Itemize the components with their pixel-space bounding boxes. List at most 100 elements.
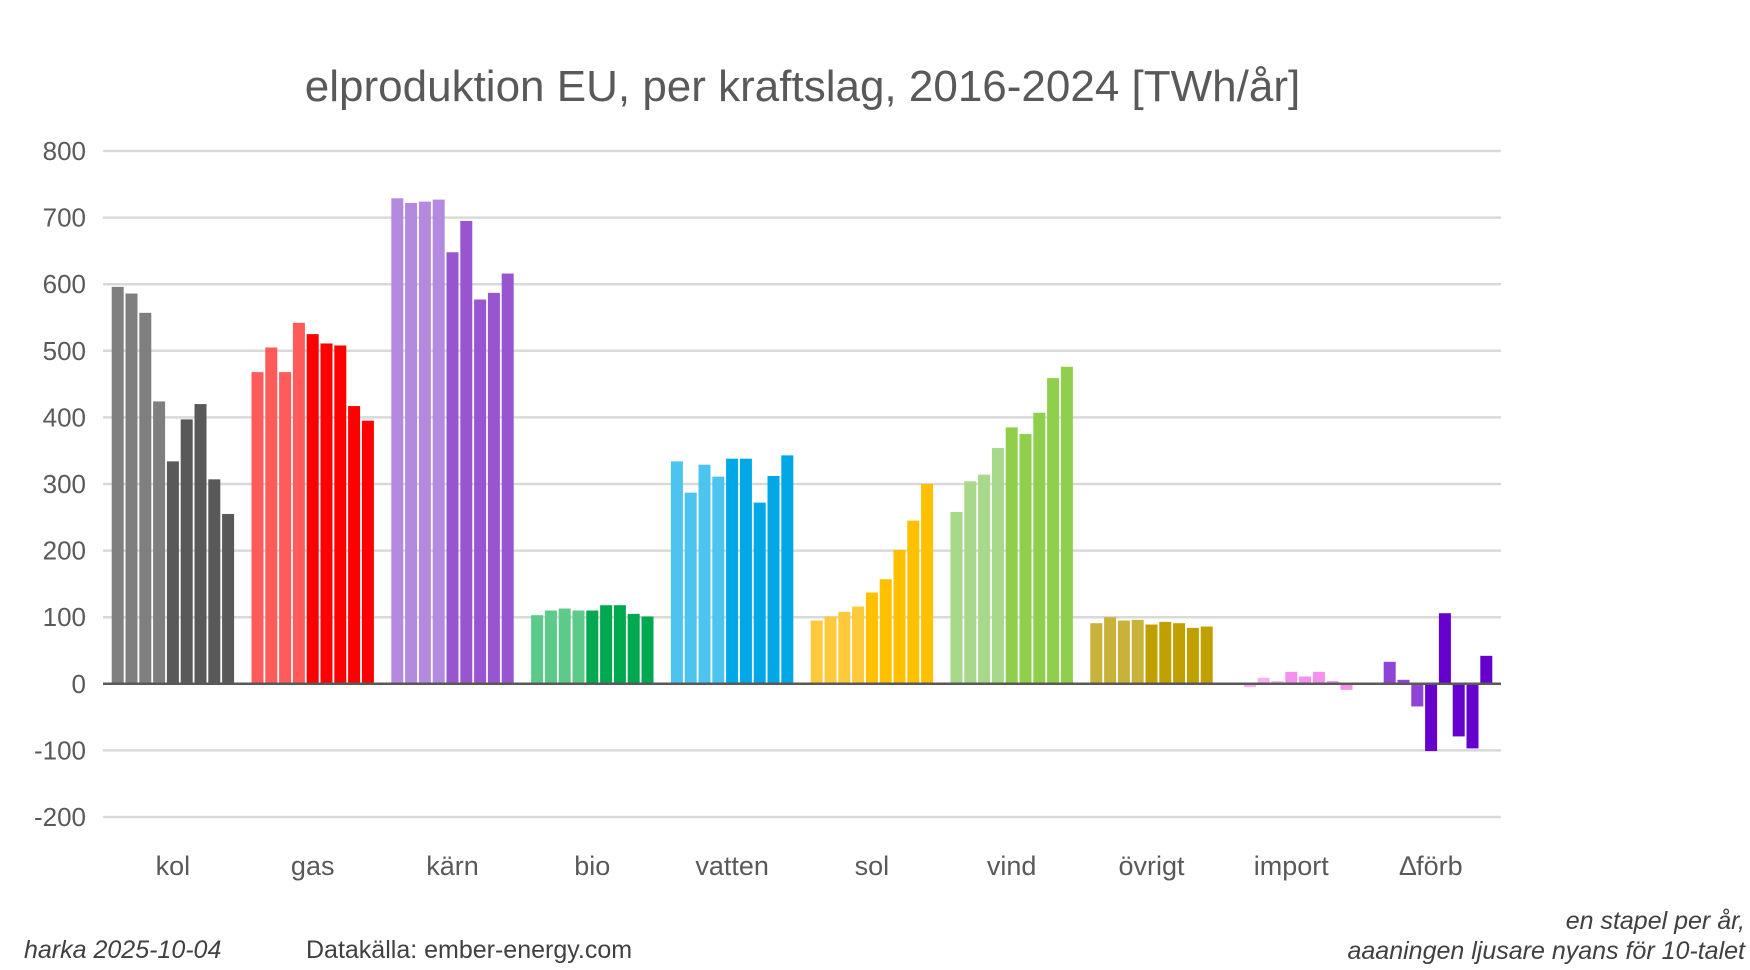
y-tick-label: 200 bbox=[43, 536, 86, 566]
bar-övrigt-2016 bbox=[1090, 623, 1103, 684]
y-tick-label: 300 bbox=[43, 469, 86, 499]
data-source: Datakälla: ember-energy.com bbox=[306, 936, 633, 964]
bar-vind-2018 bbox=[978, 474, 991, 684]
bar-vatten-2023 bbox=[767, 476, 780, 684]
bar-import-2018 bbox=[1257, 677, 1270, 684]
bar-vatten-2022 bbox=[753, 502, 766, 684]
x-category-label: gas bbox=[291, 851, 335, 881]
bar-kol-2017 bbox=[125, 293, 138, 684]
bar-import-2017 bbox=[1243, 683, 1256, 688]
bar-bio-2024 bbox=[641, 616, 654, 684]
bar-sol-2024 bbox=[921, 484, 934, 684]
bar-bio-2022 bbox=[613, 605, 626, 684]
bar-övrigt-2019 bbox=[1131, 619, 1144, 684]
bar-∆förb-2023 bbox=[1466, 683, 1479, 749]
bar-∆förb-2019 bbox=[1411, 683, 1424, 707]
bar-gas-2023 bbox=[348, 406, 361, 684]
bar-kärn-2016 bbox=[391, 198, 404, 684]
bar-vatten-2017 bbox=[684, 492, 697, 684]
y-tick-label: 100 bbox=[43, 602, 86, 632]
bar-∆förb-2021 bbox=[1438, 613, 1451, 684]
y-tick-label: 700 bbox=[43, 203, 86, 233]
x-category-label: övrigt bbox=[1118, 851, 1185, 881]
note-line-1: en stapel per år, bbox=[1565, 907, 1745, 935]
bar-vind-2019 bbox=[991, 448, 1004, 684]
bar-kärn-2024 bbox=[501, 273, 514, 684]
bar-kärn-2021 bbox=[460, 220, 473, 684]
bar-kol-2019 bbox=[153, 401, 166, 684]
bar-import-2023 bbox=[1326, 681, 1339, 684]
x-category-label: kol bbox=[156, 851, 191, 881]
y-tick-label: 0 bbox=[72, 669, 86, 699]
bar-vatten-2018 bbox=[698, 464, 711, 684]
bar-övrigt-2017 bbox=[1104, 617, 1117, 684]
bar-∆förb-2022 bbox=[1452, 683, 1465, 737]
bar-sol-2022 bbox=[893, 549, 906, 684]
bar-vind-2016 bbox=[950, 511, 963, 684]
bar-vind-2017 bbox=[964, 481, 977, 684]
bar-sol-2020 bbox=[865, 592, 878, 684]
bar-vind-2021 bbox=[1019, 434, 1032, 684]
bar-bio-2019 bbox=[572, 610, 585, 684]
bar-vatten-2020 bbox=[726, 458, 739, 684]
bar-gas-2016 bbox=[251, 372, 264, 684]
bar-sol-2018 bbox=[838, 611, 851, 684]
x-category-label: bio bbox=[574, 851, 610, 881]
bar-gas-2021 bbox=[320, 343, 333, 684]
x-category-label: ∆förb bbox=[1400, 851, 1463, 881]
y-tick-label: 400 bbox=[43, 402, 86, 432]
note-line-2: aaaningen ljusare nyans för 10-talet bbox=[1347, 937, 1746, 965]
bar-vind-2023 bbox=[1047, 378, 1060, 684]
bar-gas-2018 bbox=[279, 372, 292, 684]
x-category-label: kärn bbox=[426, 851, 479, 881]
bar-import-2019 bbox=[1271, 681, 1284, 684]
bar-gas-2017 bbox=[265, 347, 278, 684]
bar-vind-2024 bbox=[1060, 366, 1073, 684]
bar-kärn-2017 bbox=[405, 202, 418, 684]
y-tick-label: -100 bbox=[34, 735, 86, 765]
bar-bio-2021 bbox=[600, 605, 613, 684]
bar-∆förb-2020 bbox=[1425, 683, 1438, 752]
x-category-label: vind bbox=[987, 851, 1037, 881]
bar-gas-2020 bbox=[306, 334, 319, 684]
bar-gas-2022 bbox=[334, 345, 347, 684]
bar-kol-2016 bbox=[111, 286, 124, 684]
bar-bio-2023 bbox=[627, 613, 640, 684]
bar-∆förb-2018 bbox=[1397, 679, 1410, 684]
y-tick-label: 500 bbox=[43, 336, 86, 366]
chart-title: elproduktion EU, per kraftslag, 2016-202… bbox=[304, 62, 1301, 111]
bar-kärn-2019 bbox=[432, 199, 445, 684]
bar-kol-2018 bbox=[139, 312, 152, 684]
bar-bio-2018 bbox=[558, 608, 571, 684]
bar-gas-2019 bbox=[292, 322, 305, 684]
bar-bio-2020 bbox=[586, 610, 599, 684]
author-date: harka 2025-10-04 bbox=[24, 936, 222, 964]
bar-sol-2016 bbox=[810, 620, 823, 684]
bar-sol-2023 bbox=[907, 520, 920, 684]
bar-kärn-2018 bbox=[418, 201, 431, 684]
bar-övrigt-2023 bbox=[1186, 627, 1199, 684]
bar-kol-2022 bbox=[194, 404, 207, 684]
bar-övrigt-2022 bbox=[1173, 623, 1186, 684]
y-tick-label: 800 bbox=[43, 136, 86, 166]
bar-sol-2017 bbox=[824, 616, 837, 684]
bar-vind-2020 bbox=[1005, 427, 1018, 684]
y-tick-label: 600 bbox=[43, 269, 86, 299]
bar-sol-2021 bbox=[879, 579, 892, 684]
chart-note: en stapel per år, aaaningen ljusare nyan… bbox=[1348, 906, 1746, 966]
bar-övrigt-2021 bbox=[1159, 621, 1172, 684]
bar-vatten-2019 bbox=[712, 476, 725, 684]
bar-∆förb-2017 bbox=[1383, 661, 1396, 684]
x-category-label: import bbox=[1254, 851, 1330, 881]
bar-kol-2020 bbox=[166, 461, 179, 684]
x-category-label: vatten bbox=[695, 851, 769, 881]
x-category-label: sol bbox=[855, 851, 890, 881]
bar-import-2024 bbox=[1340, 683, 1353, 690]
bar-övrigt-2020 bbox=[1145, 624, 1158, 684]
bar-kol-2024 bbox=[222, 513, 235, 684]
bar-vind-2022 bbox=[1033, 412, 1046, 684]
bar-gas-2024 bbox=[361, 420, 374, 684]
bar-∆förb-2024 bbox=[1480, 655, 1493, 684]
bar-import-2021 bbox=[1299, 676, 1312, 684]
